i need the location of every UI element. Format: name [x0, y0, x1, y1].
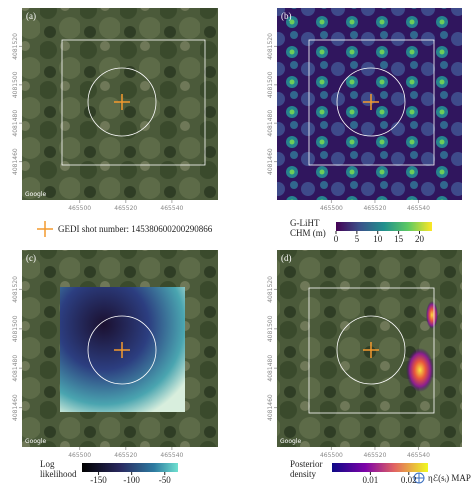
cross: [37, 94, 379, 358]
x-tick-label: 465520: [363, 205, 386, 212]
y-tick-label: 4081520: [267, 276, 274, 303]
colorbar: [332, 463, 428, 472]
colorbar-tick-label: 0.01: [363, 475, 379, 485]
y-tick-label: 4081520: [267, 33, 274, 60]
x-tick-label: 465500: [68, 452, 91, 459]
x-tick-label: 465540: [407, 205, 430, 212]
x-tick-label: 465520: [363, 452, 386, 459]
y-tick-label: 4081460: [12, 394, 19, 421]
colorbar-tick-label: 15: [394, 234, 404, 244]
gedi-legend: GEDI shot number: 145380600200290866: [58, 224, 213, 234]
map-legend-marker: [414, 473, 424, 483]
x-tick-label: 465500: [320, 452, 343, 459]
posterior-blob: [406, 348, 434, 392]
y-tick-label: 4081480: [12, 110, 19, 137]
watermark: Google: [25, 438, 46, 445]
y-tick-label: 4081520: [12, 33, 19, 60]
watermark: Google: [280, 438, 301, 445]
overlays: [61, 39, 435, 414]
colorbar-title: Posterior: [290, 459, 323, 469]
colorbar-title: CHM (m): [290, 228, 326, 238]
y-tick-label: 4081500: [267, 71, 274, 98]
x-tick-label: 465540: [407, 452, 430, 459]
footprint-box: [308, 39, 435, 166]
x-tick-label: 465540: [160, 452, 183, 459]
y-tick-label: 4081500: [267, 315, 274, 342]
map-legend: ηℰ(sᵢ) MAP: [428, 473, 471, 483]
colorbar-tick-label: -150: [90, 475, 107, 485]
colorbar-title: G-LiHT: [290, 218, 320, 228]
footprint-box: [308, 287, 435, 414]
colorbar-tick-label: 5: [355, 234, 360, 244]
colorbar-tick-label: 0: [334, 234, 339, 244]
y-tick-label: 4081480: [12, 355, 19, 382]
y-tick-label: 4081480: [267, 355, 274, 382]
y-tick-label: 4081500: [12, 71, 19, 98]
footprint-circle: [336, 67, 406, 137]
colorbar-title: likelihood: [40, 469, 77, 479]
colorbar-title: density: [290, 469, 316, 479]
panel-label: (d): [281, 253, 292, 263]
satellite-image: [277, 250, 462, 447]
colorbar: [336, 222, 432, 231]
x-tick-label: 465500: [68, 205, 91, 212]
panel-label: (c): [26, 253, 36, 263]
x-tick-label: 465500: [320, 205, 343, 212]
y-tick-label: 4081480: [267, 110, 274, 137]
gedi-markers: [37, 94, 379, 358]
x-tick-label: 465520: [114, 452, 137, 459]
y-tick-label: 4081460: [267, 148, 274, 175]
y-tick-label: 4081520: [12, 276, 19, 303]
y-tick-label: 4081460: [12, 148, 19, 175]
colorbar: [82, 463, 178, 472]
posterior-blob: [426, 301, 438, 329]
y-tick-label: 4081460: [267, 394, 274, 421]
colorbar-tick-label: -50: [159, 475, 171, 485]
x-tick-label: 465520: [114, 205, 137, 212]
colorbar-tick-label: 10: [373, 234, 383, 244]
footprint-circle: [87, 315, 157, 385]
satellite-image: [22, 8, 218, 200]
colorbar-tick-label: 0.02: [401, 475, 417, 485]
panel-label: (b): [281, 11, 292, 21]
y-tick-label: 4081500: [12, 315, 19, 342]
colorbar-tick-label: -100: [123, 475, 140, 485]
x-tick-label: 465540: [160, 205, 183, 212]
panel-label: (a): [26, 11, 36, 21]
footprint-circle: [336, 315, 406, 385]
watermark: Google: [25, 191, 46, 198]
footprint-circle: [87, 67, 157, 137]
footprint-box: [61, 39, 206, 166]
colorbar-tick-label: 20: [415, 234, 425, 244]
colorbar-title: Log: [40, 459, 55, 469]
